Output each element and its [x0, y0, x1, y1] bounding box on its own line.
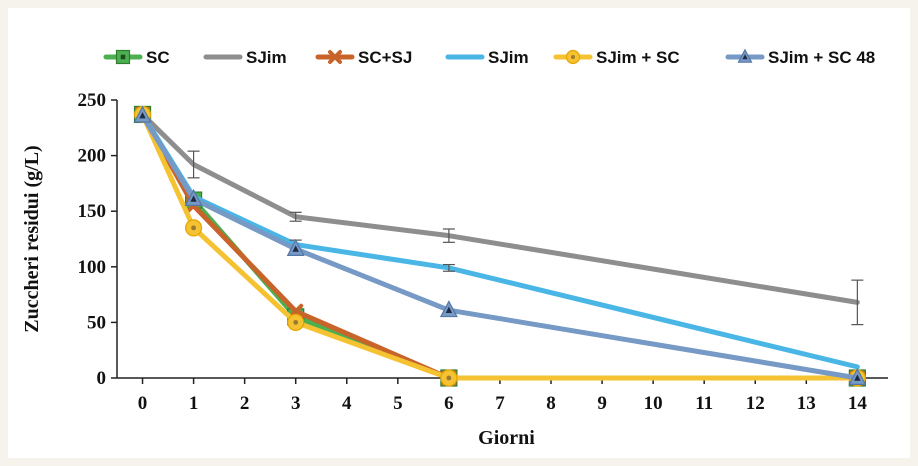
x-tick-label: 2 [240, 393, 250, 414]
legend-item-2: SC+SJ [315, 48, 412, 67]
legend-swatch-marker-core [120, 54, 126, 60]
x-tick-label: 12 [746, 393, 765, 414]
data-point-core [191, 225, 196, 231]
legend-label: SJim [246, 48, 287, 67]
data-point-core [854, 374, 861, 381]
x-tick-label: 6 [444, 393, 454, 414]
y-tick-label: 0 [97, 368, 107, 389]
data-point-core [445, 306, 453, 313]
x-tick-label: 0 [138, 393, 148, 414]
x-tick-label: 8 [546, 393, 556, 414]
chart-frame: SC SJim SC+SJ SJim SJim + SC SJim + SC 48 0 50… [8, 8, 910, 458]
legend-item-0: SC [103, 48, 170, 67]
x-tick-label: 5 [393, 393, 403, 414]
series-line [140, 111, 860, 305]
x-tick-label: 3 [291, 393, 301, 414]
x-axis-title: Giorni [478, 427, 535, 449]
y-tick-label: 100 [78, 257, 107, 278]
series-3 [140, 111, 860, 370]
x-tick-label: 1 [189, 393, 199, 414]
x-tick-label: 10 [644, 393, 663, 414]
legend-item-5: SJim + SC 48 [725, 48, 875, 67]
line-chart: SC SJim SC+SJ SJim SJim + SC SJim + SC 48 050… [21, 48, 888, 449]
y-axis-title: Zuccheri residui (g/L) [21, 145, 43, 332]
legend-item-4: SJim + SC [553, 48, 680, 67]
data-point-core [190, 195, 197, 202]
legend-swatch-marker-core [742, 54, 748, 60]
legend-label: SC [146, 48, 170, 67]
legend-label: SC+SJ [358, 48, 412, 67]
legend-swatch-marker-core [571, 55, 575, 59]
x-tick-label: 14 [848, 393, 868, 414]
series-line [140, 111, 860, 370]
data-point-core [139, 111, 146, 119]
data-point-core [293, 320, 299, 325]
y-tick-label: 50 [87, 312, 106, 333]
x-tick-label: 11 [695, 393, 713, 414]
legend-label: SJim + SC 48 [768, 48, 875, 67]
x-tick-label: 4 [342, 393, 352, 414]
y-tick-label: 200 [78, 146, 107, 167]
x-tick-label: 9 [597, 393, 607, 414]
data-point-core [292, 245, 299, 252]
legend-label: SJim + SC [596, 48, 680, 67]
series-5 [133, 105, 867, 385]
legend-swatch-marker [328, 50, 342, 64]
series-layer [133, 105, 867, 387]
legend: SC SJim SC+SJ SJim SJim + SC SJim + SC 48 [103, 48, 875, 67]
x-tick-label: 7 [495, 393, 505, 414]
y-tick-label: 250 [78, 90, 107, 111]
legend-item-1: SJim [203, 48, 287, 67]
series-1 [140, 111, 864, 326]
data-point-core [446, 375, 452, 381]
legend-label: SJim [488, 48, 529, 67]
y-tick-label: 150 [78, 201, 107, 222]
x-tick-label: 13 [797, 393, 816, 414]
legend-item-3: SJim [445, 48, 529, 67]
